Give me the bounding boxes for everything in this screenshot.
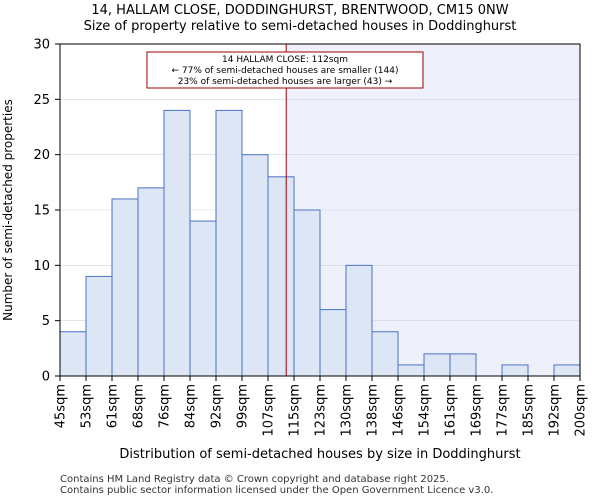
histogram-chart: 14 HALLAM CLOSE: 112sqm ← 77% of semi-de… xyxy=(1,38,589,463)
histogram-bar xyxy=(293,209,321,377)
x-tick-label: 123sqm xyxy=(314,384,329,437)
histogram-bar xyxy=(137,187,165,377)
x-tick-label: 99sqm xyxy=(236,384,251,428)
x-tick-label: 146sqm xyxy=(392,384,407,437)
y-tick-label: 0 xyxy=(42,370,50,385)
histogram-bar xyxy=(553,364,581,377)
histogram-bar xyxy=(59,331,87,377)
x-tick-label: 76sqm xyxy=(158,384,173,428)
histogram-bar xyxy=(371,331,399,377)
footer-copyright: Contains HM Land Registry data © Crown c… xyxy=(60,474,449,485)
histogram-bar xyxy=(163,109,191,377)
annotation-line-2: ← 77% of semi-detached houses are smalle… xyxy=(172,66,399,76)
annotation-line-3: 23% of semi-detached houses are larger (… xyxy=(178,77,393,87)
y-tick-label: 15 xyxy=(33,204,50,219)
x-tick-label: 154sqm xyxy=(418,384,433,437)
x-tick-label: 200sqm xyxy=(574,384,589,437)
x-tick-label: 45sqm xyxy=(54,384,69,428)
histogram-bar xyxy=(345,264,373,377)
x-tick-label: 68sqm xyxy=(132,384,147,428)
histogram-bar xyxy=(267,176,295,377)
chart-title-address: 14, HALLAM CLOSE, DODDINGHURST, BRENTWOO… xyxy=(91,3,509,18)
x-tick-label: 107sqm xyxy=(262,384,277,437)
x-tick-label: 130sqm xyxy=(340,384,355,437)
annotation-line-1: 14 HALLAM CLOSE: 112sqm xyxy=(222,55,348,65)
y-tick-label: 30 xyxy=(33,38,50,53)
histogram-bar xyxy=(215,109,243,377)
footer-licence: Contains public sector information licen… xyxy=(60,485,494,496)
histogram-bar xyxy=(241,154,269,377)
chart-title-subtitle: Size of property relative to semi-detach… xyxy=(83,19,517,34)
histogram-bar xyxy=(319,309,347,377)
histogram-bar xyxy=(423,353,451,377)
x-tick-label: 53sqm xyxy=(80,384,95,428)
y-axis-label: Number of semi-detached properties xyxy=(1,99,15,321)
x-tick-label: 92sqm xyxy=(210,384,225,428)
y-tick-label: 10 xyxy=(33,259,50,274)
x-tick-label: 177sqm xyxy=(496,384,511,437)
y-tick-label: 20 xyxy=(33,148,50,163)
histogram-bar xyxy=(449,353,477,377)
x-tick-label: 61sqm xyxy=(106,384,121,428)
histogram-bar xyxy=(189,220,217,377)
annotation-box: 14 HALLAM CLOSE: 112sqm ← 77% of semi-de… xyxy=(146,51,424,89)
histogram-bar xyxy=(111,198,139,377)
x-tick-label: 161sqm xyxy=(444,384,459,437)
x-tick-label: 185sqm xyxy=(522,384,537,437)
x-tick-label: 84sqm xyxy=(184,384,199,428)
y-tick-label: 5 xyxy=(42,314,50,329)
x-tick-label: 192sqm xyxy=(548,384,563,437)
x-axis-label: Distribution of semi-detached houses by … xyxy=(119,447,520,462)
histogram-bar xyxy=(397,364,425,377)
x-tick-label: 115sqm xyxy=(288,384,303,437)
histogram-bar xyxy=(501,364,529,377)
x-tick-label: 138sqm xyxy=(366,384,381,437)
x-tick-label: 169sqm xyxy=(470,384,485,437)
y-tick-label: 25 xyxy=(33,93,50,108)
histogram-bar xyxy=(85,275,113,377)
